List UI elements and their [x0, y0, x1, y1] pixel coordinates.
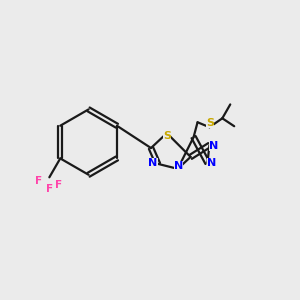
Text: F: F	[34, 176, 42, 186]
Text: S: S	[206, 118, 214, 128]
Text: S: S	[163, 131, 171, 141]
Text: F: F	[46, 184, 53, 194]
Text: N: N	[207, 158, 216, 168]
Text: N: N	[209, 141, 218, 151]
Text: F: F	[55, 180, 62, 190]
Text: N: N	[174, 161, 183, 171]
Text: N: N	[148, 158, 158, 168]
